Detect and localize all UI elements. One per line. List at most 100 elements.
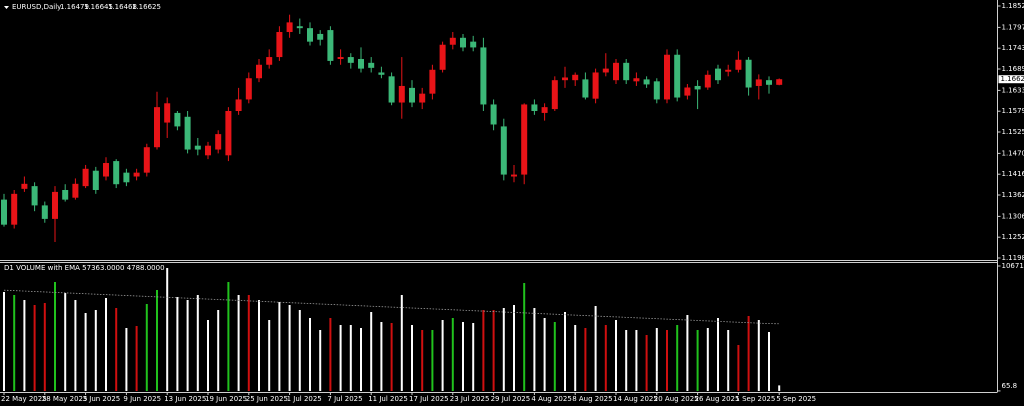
candle-body [541, 107, 548, 113]
candle-body [409, 87, 415, 103]
candle-body [11, 193, 18, 225]
candle-body [531, 104, 538, 112]
candle-body [174, 112, 181, 127]
candle-body [735, 59, 742, 70]
candle-body [31, 186, 38, 206]
candle-body [653, 81, 660, 100]
x-tick-label: 1 Jul 2025 [287, 395, 322, 403]
candle-body [337, 57, 344, 59]
volume-title: D1 VOLUME with EMA 57363.0000 4788.0000 [4, 264, 165, 272]
x-tick-label: 4 Aug 2025 [531, 395, 571, 403]
candle-body [694, 85, 701, 90]
candle-body [143, 147, 150, 173]
candle-body [511, 174, 517, 177]
candle-body [286, 22, 293, 33]
candle-body [62, 189, 69, 200]
y-tick-label: 1.14160 [1002, 170, 1024, 178]
ohlc-high: 1.16645 [84, 3, 113, 11]
candle-body [460, 37, 466, 48]
candle-body [276, 32, 283, 58]
price-label-box [998, 75, 1024, 84]
x-tick-label: 5 Sep 2025 [776, 395, 816, 403]
candle-body [245, 78, 252, 100]
x-tick-label: 13 Jun 2025 [164, 395, 206, 403]
candle-body [347, 57, 354, 63]
y2-tick-label: 65.8 [1002, 382, 1018, 390]
price-label: 1.16625 [1001, 75, 1024, 83]
candle-body [429, 69, 436, 94]
y-tick-label: 1.15255 [1002, 128, 1024, 136]
x-tick-label: 19 Jun 2025 [205, 395, 247, 403]
x-tick-label: 17 Jul 2025 [409, 395, 449, 403]
candle-body [358, 58, 364, 69]
candle-body [266, 57, 273, 65]
candle-body [643, 79, 650, 85]
x-tick-label: 14 Aug 2025 [613, 395, 658, 403]
candle-body [551, 80, 558, 110]
candle-body [41, 205, 48, 219]
candle-body [521, 104, 528, 175]
candle-body [92, 170, 99, 190]
candle-body [623, 62, 630, 81]
menu-icon [4, 6, 9, 9]
candle-body [602, 68, 609, 73]
header: EURUSD,Daily 1.16479 1.16645 1.16468 1.1… [4, 3, 161, 11]
candle-body [327, 30, 334, 61]
candle-body [725, 69, 732, 72]
y-tick-label: 1.13065 [1002, 212, 1024, 220]
candle-body [317, 33, 324, 40]
candle-body [205, 145, 211, 156]
x-tick-label: 25 Jun 2025 [246, 395, 288, 403]
candle-body [776, 79, 783, 85]
candle-body [133, 172, 140, 177]
candle-body [715, 68, 721, 81]
y-tick-label: 1.17430 [1002, 44, 1024, 52]
y2-tick-label: 106717.6 [1002, 262, 1024, 270]
y-tick-label: 1.17970 [1002, 23, 1024, 31]
candle-body [388, 76, 395, 103]
x-tick-label: 29 Jul 2025 [491, 395, 531, 403]
x-tick-label: 3 Jun 2025 [83, 395, 121, 403]
candle-body [684, 87, 691, 96]
candle-body [766, 80, 772, 85]
candle-body [154, 107, 160, 148]
chart-title: EURUSD,Daily [12, 3, 61, 11]
candle-body [378, 72, 385, 75]
candle-body [439, 44, 446, 70]
candle-body [1, 199, 7, 225]
y-tick-label: 1.14700 [1002, 149, 1024, 157]
candle-body [664, 54, 670, 100]
ohlc-open: 1.16479 [60, 3, 89, 11]
candle-body [235, 99, 242, 112]
candle-body [215, 134, 222, 150]
x-tick-label: 20 Aug 2025 [654, 395, 699, 403]
candle-body [82, 168, 89, 187]
candle-body [480, 47, 487, 105]
x-tick-label: 28 May 2025 [42, 395, 88, 403]
x-tick-label: 26 Aug 2025 [695, 395, 740, 403]
candle-body [398, 85, 405, 103]
candle-body [500, 126, 507, 175]
candle-body [256, 64, 262, 79]
ohlc-low: 1.16468 [108, 3, 137, 11]
candle-body [562, 77, 568, 81]
candle-body [419, 93, 426, 103]
candle-body [296, 26, 303, 29]
x-tick-label: 22 May 2025 [1, 395, 47, 403]
candle-body [113, 161, 120, 185]
candle-body [194, 145, 201, 150]
x-tick-label: 23 Jul 2025 [450, 395, 490, 403]
y-tick-label: 1.16335 [1002, 86, 1024, 94]
candle-body [368, 62, 375, 68]
candle-body [307, 28, 313, 42]
candle-body [225, 111, 232, 156]
y-tick-label: 1.13620 [1002, 191, 1024, 199]
candle-body [52, 191, 58, 219]
y-tick-label: 1.12525 [1002, 233, 1024, 241]
candle-body [72, 183, 79, 198]
ohlc-close: 1.16625 [132, 3, 161, 11]
candle-body [613, 62, 619, 81]
